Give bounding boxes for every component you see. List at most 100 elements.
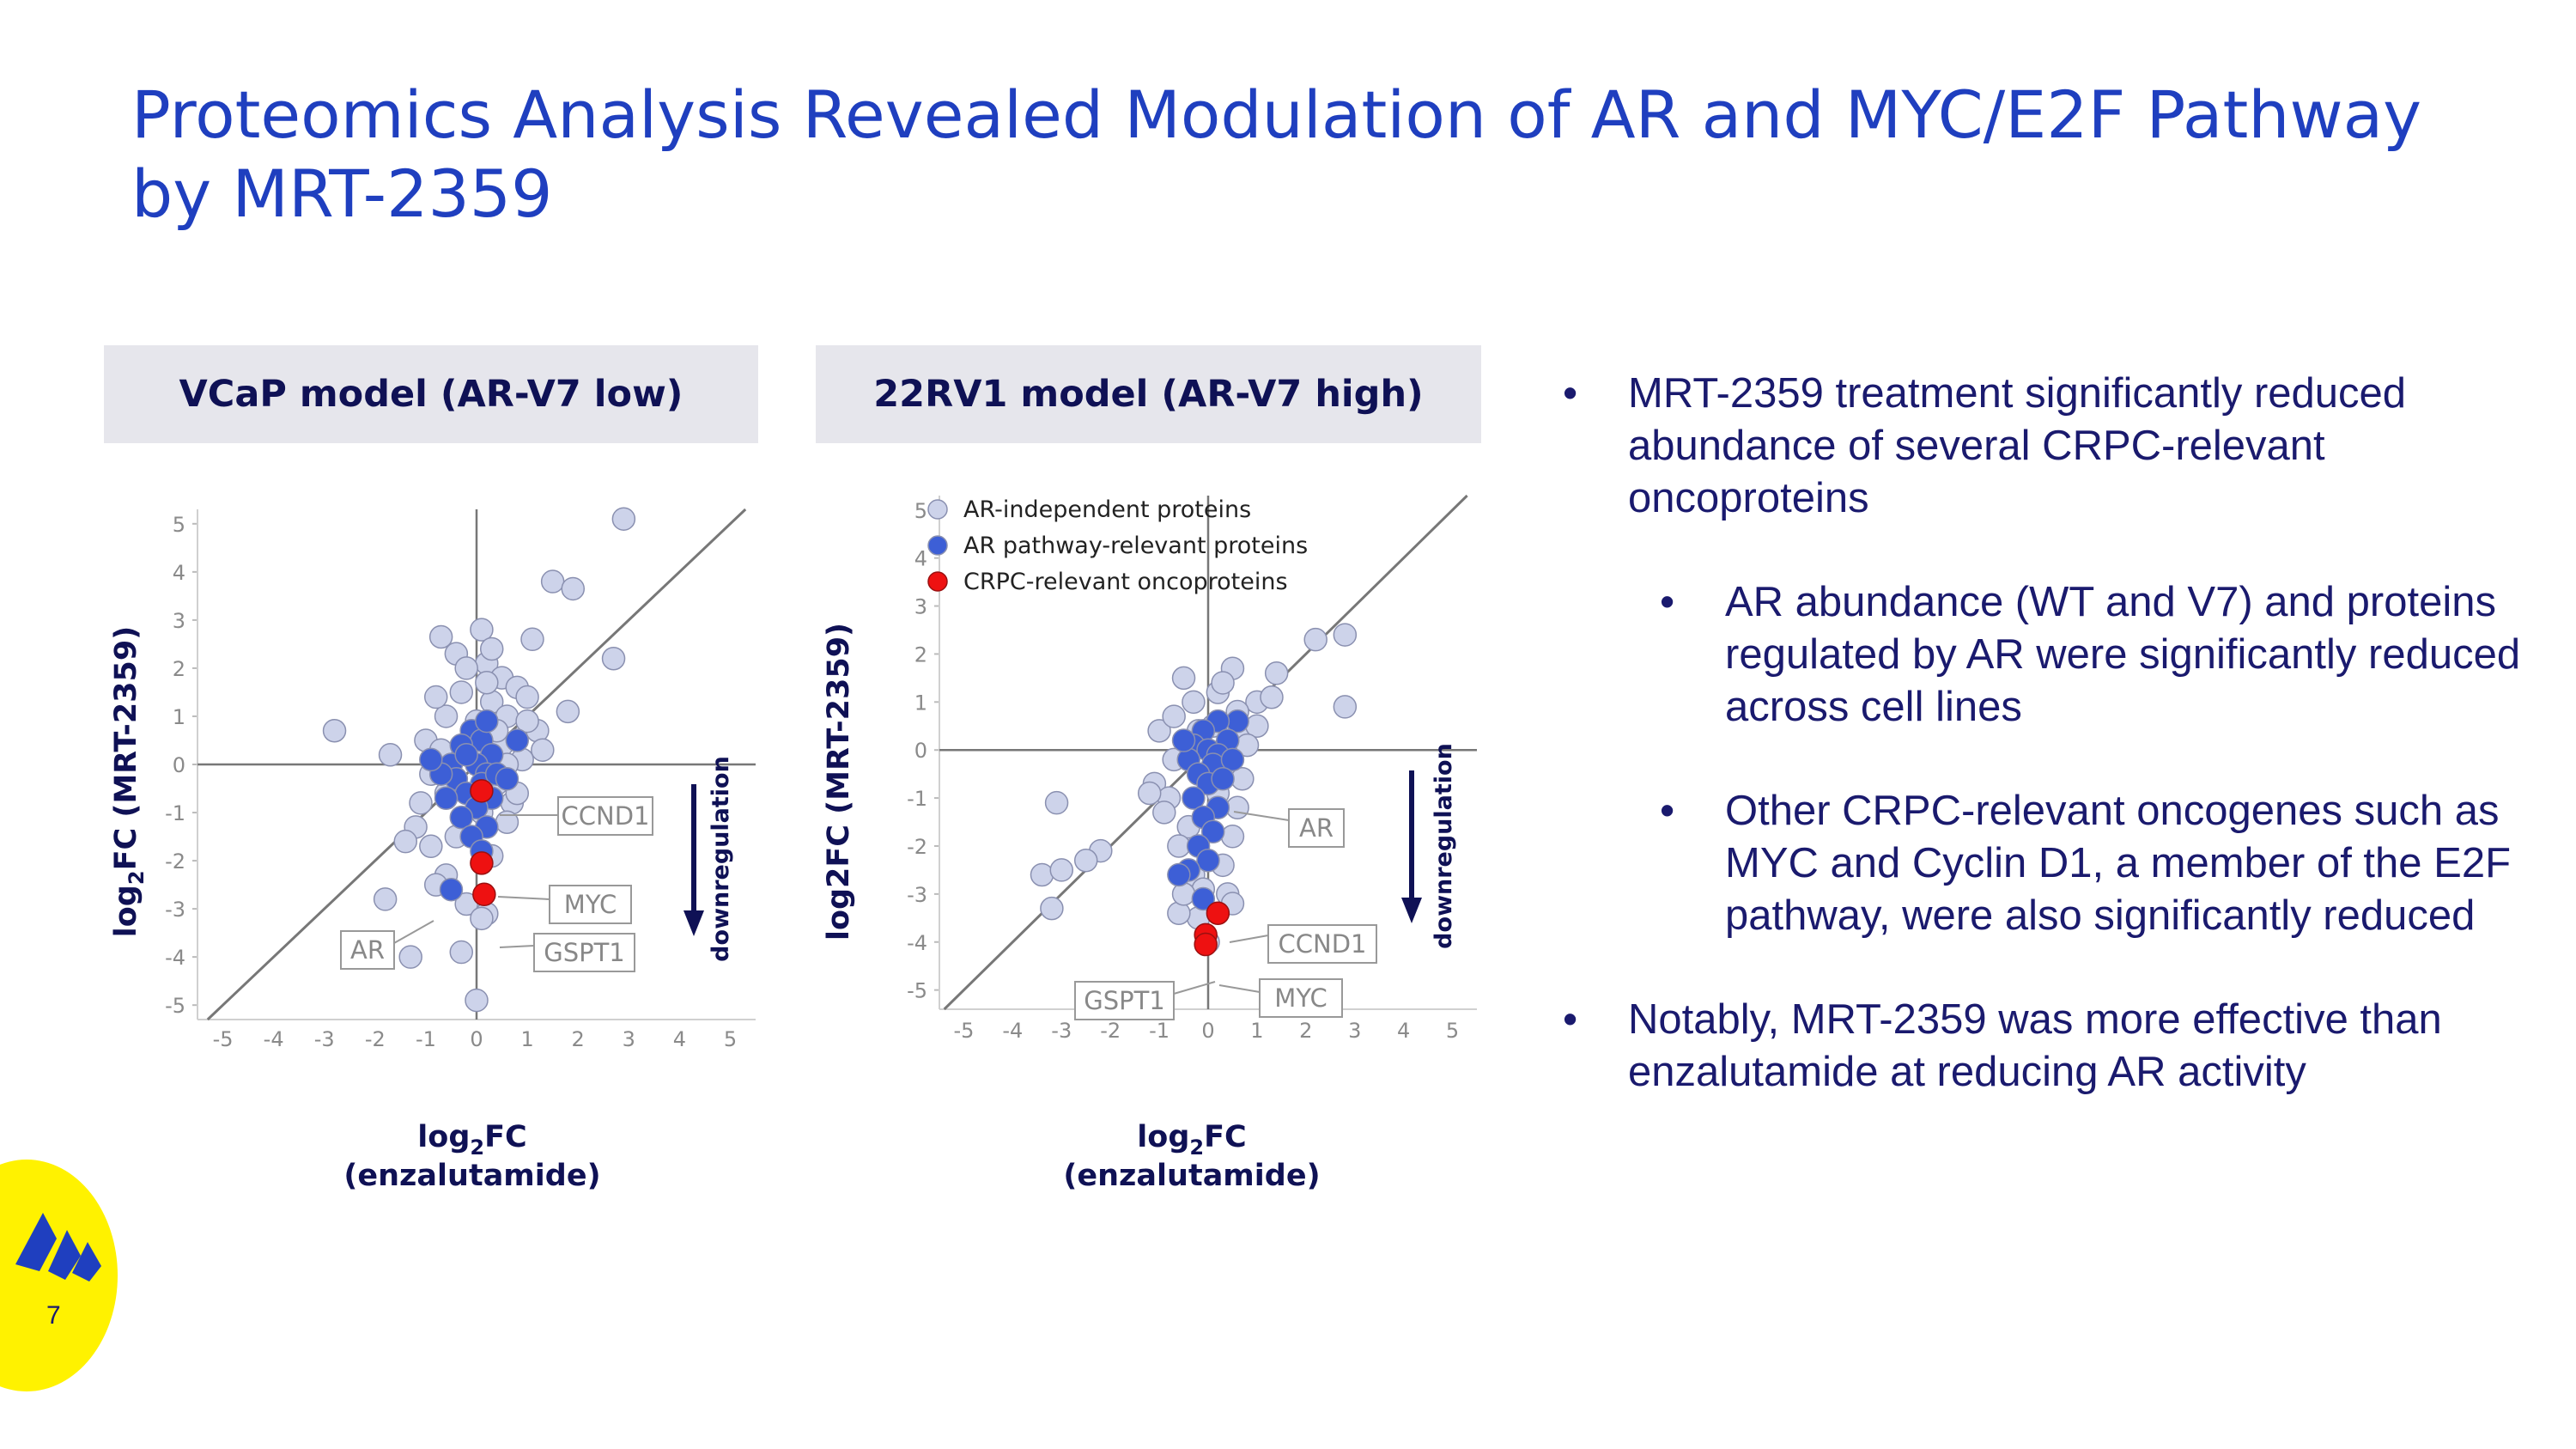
- bullet-marker: •: [1660, 579, 1675, 625]
- ar-pathway-relevant-proteins-point: [1191, 886, 1216, 911]
- annotation-label-ccnd1: CCND1: [562, 801, 650, 831]
- x-tick-label: -4: [1002, 1019, 1023, 1043]
- ar-pathway-relevant-proteins-point: [419, 747, 443, 772]
- scatter-points: [1030, 623, 1358, 957]
- ar-pathway-relevant-proteins-point: [1211, 766, 1235, 791]
- ar-independent-proteins-point: [1049, 858, 1074, 882]
- ar-pathway-relevant-proteins-point: [434, 786, 459, 810]
- ar-independent-proteins-point: [449, 940, 474, 965]
- downregulation-arrow-head: [683, 910, 704, 936]
- ar-independent-proteins-point: [1040, 896, 1064, 921]
- ar-independent-proteins-point: [423, 685, 448, 709]
- ar-pathway-relevant-proteins-point: [1196, 848, 1220, 873]
- x-tick-label: -1: [1149, 1019, 1170, 1043]
- x-tick-label: 0: [470, 1027, 483, 1051]
- ar-independent-proteins-point: [1211, 671, 1235, 695]
- x-tick-label: 5: [1446, 1019, 1459, 1043]
- x-tick-labels: -5 -4 -3 -2 -1 0 1 2 3 4 5: [213, 1027, 738, 1051]
- x-label-prefix: log: [1137, 1120, 1189, 1154]
- y-tick-labels: 5 4 3 2 1 0 -1 -2 -3 -4 -5: [907, 499, 939, 1003]
- y-axis-label: log2FC (MRT-2359): [109, 626, 149, 937]
- ar-pathway-relevant-proteins-point: [449, 805, 474, 830]
- bullet-item: • AR abundance (WT and V7) and proteins …: [1660, 576, 2567, 734]
- annotation-label-gspt1: GSPT1: [544, 938, 625, 967]
- x-label-subscript: 2: [1189, 1135, 1204, 1160]
- ar-independent-proteins-point: [378, 743, 403, 767]
- ar-independent-proteins-point: [454, 656, 478, 680]
- y-tick-labels: 5 4 3 2 1 0 -1 -2 -3 -4 -5: [165, 513, 197, 1018]
- ar-independent-proteins-point: [465, 988, 489, 1013]
- ar-independent-proteins-point: [434, 704, 459, 728]
- x-tick-label: 4: [1397, 1019, 1410, 1043]
- ar-independent-proteins-point: [1182, 690, 1206, 715]
- y-label-subscript: 2: [125, 870, 149, 885]
- annotation-leader-line: [393, 920, 434, 944]
- ar-pathway-relevant-proteins-point: [505, 728, 530, 752]
- legend-marker: [927, 535, 948, 556]
- y-tick-label: -1: [165, 801, 185, 825]
- annotation-box: [557, 796, 653, 836]
- x-tick-label: 2: [572, 1027, 585, 1051]
- y-label-prefix: log: [109, 885, 143, 937]
- crpc-relevant-oncoproteins-point: [472, 882, 496, 907]
- ar-independent-proteins-point: [1171, 666, 1196, 691]
- y-tick-label: 5: [914, 499, 927, 523]
- y-tick-label: -5: [165, 994, 185, 1018]
- ar-pathway-relevant-proteins-point: [1171, 728, 1196, 752]
- x-label-prefix: log: [417, 1120, 470, 1154]
- ar-independent-proteins-point: [1162, 704, 1186, 728]
- y-tick-label: 3: [173, 609, 185, 633]
- annotation-box: [549, 885, 632, 924]
- ar-independent-proteins-point: [1147, 719, 1171, 743]
- ar-pathway-relevant-proteins-point: [439, 877, 464, 902]
- legend-marker: [927, 499, 948, 520]
- annotation-leader-line: [1218, 984, 1261, 993]
- y-tick-label: -3: [165, 898, 185, 922]
- ar-independent-proteins-point: [398, 945, 422, 969]
- ar-independent-proteins-point: [1152, 801, 1176, 825]
- x-axis-label: log2FC: [417, 1120, 526, 1160]
- annotation-leader-line: [1173, 981, 1216, 995]
- page-number: 7: [46, 1301, 61, 1330]
- y-tick-label: 1: [914, 691, 927, 715]
- ar-pathway-relevant-proteins-point: [454, 743, 478, 767]
- x-tick-label: -3: [314, 1027, 335, 1051]
- ar-independent-proteins-point: [540, 569, 565, 594]
- x-tick-label: -5: [213, 1027, 234, 1051]
- x-tick-label: -2: [1100, 1019, 1121, 1043]
- x-axis-label-line2: (enzalutamide): [1063, 1159, 1320, 1193]
- y-tick-label: -4: [165, 946, 185, 970]
- x-axis-label-line2: (enzalutamide): [343, 1159, 600, 1193]
- bullet-marker: •: [1563, 996, 1578, 1043]
- annotations: AR CCND1 MYC GSPT1: [1074, 808, 1377, 1020]
- y-tick-label: 2: [173, 657, 185, 681]
- y-label-suffix: FC (MRT-2359): [109, 626, 143, 871]
- legend-label: CRPC-relevant oncoproteins: [963, 569, 1288, 595]
- ar-pathway-relevant-proteins-point: [1167, 862, 1191, 887]
- ar-independent-proteins-point: [561, 576, 586, 601]
- ar-independent-proteins-point: [428, 624, 453, 649]
- x-tick-labels: -5 -4 -3 -2 -1 0 1 2 3 4 5: [953, 1019, 1459, 1043]
- annotation-box: [1288, 808, 1345, 848]
- y-tick-label: 0: [914, 739, 927, 763]
- ar-independent-proteins-point: [470, 906, 494, 931]
- x-tick-label: 1: [1250, 1019, 1263, 1043]
- y-tick-label: 0: [173, 753, 185, 777]
- crpc-relevant-oncoproteins-point: [1194, 932, 1218, 957]
- annotations: CCND1 MYC GSPT1 AR: [340, 796, 653, 972]
- x-axis-label: log2FC: [1137, 1120, 1246, 1160]
- ar-independent-proteins-point: [1137, 781, 1162, 806]
- annotation-leader-line: [497, 896, 550, 900]
- annotation-box: [533, 933, 635, 972]
- crpc-relevant-oncoproteins-point: [470, 851, 494, 875]
- x-label-subscript: 2: [470, 1135, 484, 1160]
- downregulation-label: downregulation: [708, 756, 734, 962]
- ar-independent-proteins-point: [1220, 825, 1245, 849]
- ar-independent-proteins-point: [520, 627, 544, 652]
- bullet-text: MRT-2359 treatment significantly reduced…: [1628, 370, 2407, 521]
- x-tick-label: 2: [1299, 1019, 1312, 1043]
- x-tick-label: -2: [365, 1027, 386, 1051]
- ar-independent-proteins-point: [373, 887, 398, 911]
- bullet-text: Notably, MRT-2359 was more effective tha…: [1628, 996, 2442, 1095]
- annotation-label-ccnd1: CCND1: [1279, 929, 1367, 959]
